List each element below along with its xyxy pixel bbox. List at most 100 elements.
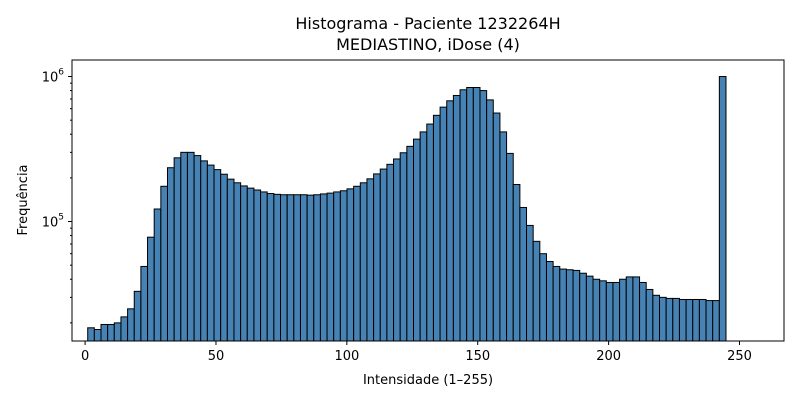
histogram-bar <box>466 87 474 342</box>
histogram-bar <box>592 278 601 342</box>
histogram-bar <box>206 164 215 342</box>
histogram-bar <box>506 152 514 342</box>
y-axis-label: Frequência <box>16 164 31 235</box>
histogram-bar <box>632 276 641 342</box>
histogram-bar <box>565 269 574 342</box>
histogram-bar <box>393 158 401 342</box>
histogram-bar <box>645 288 654 342</box>
y-tick-label: 106 <box>42 68 65 86</box>
histogram-bar <box>386 163 395 342</box>
chart-subtitle: MEDIASTINO, iDose (4) <box>336 35 520 54</box>
histogram-bar <box>605 281 614 342</box>
histogram-bar <box>273 193 282 342</box>
histogram-bar <box>326 192 335 342</box>
histogram-bar <box>672 297 680 342</box>
histogram-bar <box>147 236 155 342</box>
histogram-bar <box>452 94 461 342</box>
histogram-bar <box>200 160 208 342</box>
histogram-bar <box>379 168 388 342</box>
histogram-bar <box>280 194 288 342</box>
histogram-bar <box>426 123 434 342</box>
histogram-bar <box>685 298 694 342</box>
histogram-bar <box>359 182 368 342</box>
histogram-bar <box>619 278 627 342</box>
histogram-bar <box>705 300 714 342</box>
histogram-bar <box>439 106 448 342</box>
histogram-bar <box>166 167 175 342</box>
x-tick-label: 150 <box>465 349 490 364</box>
histogram-bar <box>659 296 667 342</box>
bar-series <box>87 76 727 342</box>
histogram-bar <box>412 138 421 342</box>
histogram-bar <box>240 185 248 342</box>
histogram-bar <box>93 329 102 342</box>
histogram-bar <box>406 145 414 342</box>
histogram-bar <box>499 131 508 342</box>
histogram-bar <box>246 187 255 342</box>
x-axis: 0 50 100 150 200 250 <box>81 341 752 364</box>
histogram-bar <box>479 90 488 342</box>
x-tick-label: 100 <box>334 349 359 364</box>
chart-title: Histograma - Paciente 1232264H <box>295 14 560 33</box>
histogram-bar <box>373 173 381 342</box>
x-tick-label: 250 <box>727 349 752 364</box>
histogram-bar <box>260 191 268 342</box>
histogram-bar <box>133 290 142 342</box>
histogram-bar <box>579 272 587 342</box>
histogram-bar <box>692 298 700 342</box>
histogram-bar <box>472 87 481 342</box>
histogram-bar <box>545 261 554 342</box>
histogram-bar <box>559 268 567 342</box>
histogram-bar <box>639 281 647 342</box>
histogram-bar <box>180 151 188 342</box>
histogram-bar <box>127 308 135 342</box>
histogram-bar <box>107 323 115 342</box>
histogram-bar <box>286 194 295 342</box>
histogram-bar <box>306 194 315 342</box>
histogram-bar <box>220 173 228 342</box>
x-tick-label: 0 <box>81 349 89 364</box>
histogram-bar <box>552 265 561 342</box>
histogram-bar <box>186 151 195 342</box>
histogram-bar <box>266 193 275 342</box>
histogram-bar <box>539 253 547 342</box>
histogram-bar <box>299 194 308 342</box>
y-tick-label: 105 <box>42 213 64 231</box>
x-axis-label: Intensidade (1–255) <box>363 373 493 388</box>
histogram-bar <box>319 193 328 342</box>
histogram-bar <box>718 76 727 342</box>
x-tick-label: 50 <box>208 349 225 364</box>
histogram-bar <box>612 281 621 342</box>
histogram-bar <box>519 206 528 342</box>
histogram-bar <box>432 114 441 342</box>
histogram-bar <box>419 131 428 342</box>
histogram-bar <box>366 178 375 342</box>
histogram-bar <box>353 185 361 342</box>
histogram-bar <box>652 294 661 342</box>
histogram-bar <box>333 191 341 342</box>
histogram-bar <box>585 275 594 342</box>
histogram-bar <box>446 100 454 342</box>
histogram-bar <box>253 189 262 342</box>
histogram-bar <box>226 178 235 342</box>
histogram-bar <box>293 194 301 342</box>
histogram-bar <box>625 276 634 342</box>
histogram-bar <box>492 112 501 342</box>
histogram-bar <box>712 300 720 342</box>
histogram-bar <box>160 185 168 342</box>
histogram-bar <box>512 184 521 342</box>
histogram-bar <box>399 152 408 342</box>
histogram-bar <box>120 316 129 342</box>
histogram-bar <box>532 240 541 342</box>
x-tick-label: 200 <box>596 349 621 364</box>
histogram-bar <box>698 298 707 342</box>
plot-frame <box>71 59 785 342</box>
histogram-bar <box>113 322 122 342</box>
histogram-bar <box>173 157 182 342</box>
histogram-bar <box>459 89 468 342</box>
histogram-bar <box>346 188 355 342</box>
histogram-bar <box>339 190 348 342</box>
histogram-bar <box>313 194 321 342</box>
histogram-bar <box>153 208 162 342</box>
